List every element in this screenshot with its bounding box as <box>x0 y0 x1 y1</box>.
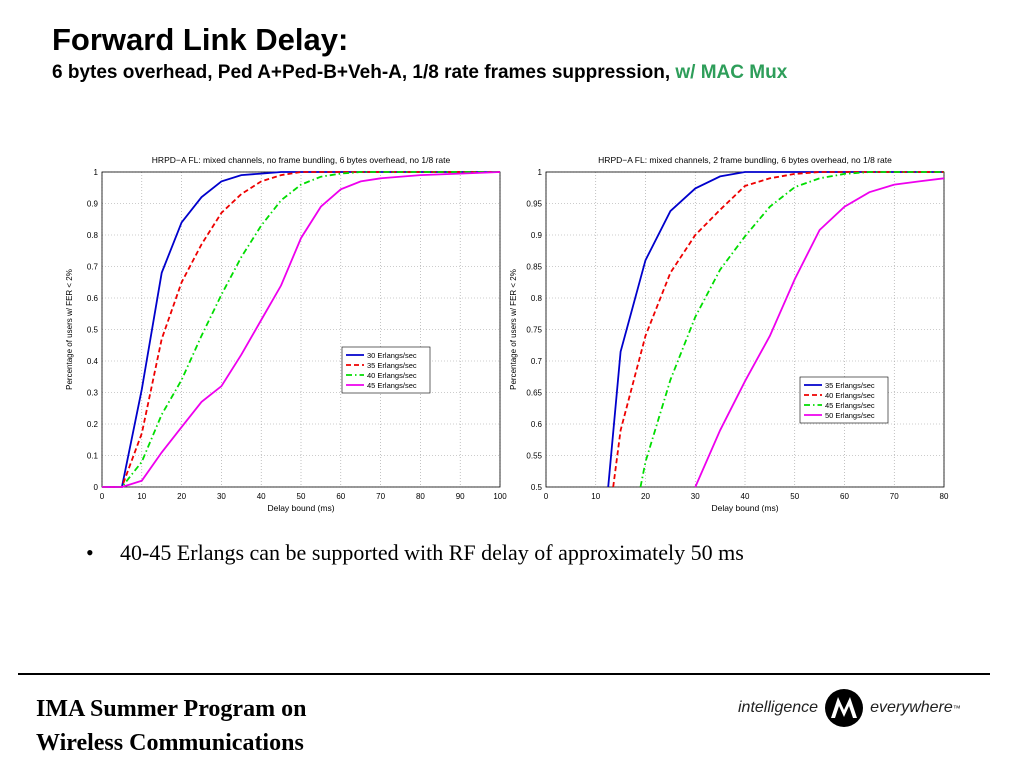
y-tick-label: 0.6 <box>531 420 543 429</box>
x-tick-label: 30 <box>691 492 700 501</box>
series-line-1 <box>607 171 944 488</box>
y-tick-label: 0.55 <box>526 452 542 461</box>
chart-left: HRPD−A FL: mixed channels, no frame bund… <box>62 150 510 515</box>
y-tick-label: 0.8 <box>531 294 543 303</box>
x-tick-label: 50 <box>297 492 306 501</box>
logo-text-left: intelligence <box>738 699 819 716</box>
y-tick-label: 0.6 <box>87 294 99 303</box>
subtitle-main: 6 bytes overhead, Ped A+Ped-B+Veh-A, 1/8… <box>52 62 676 83</box>
chart-left-svg: HRPD−A FL: mixed channels, no frame bund… <box>65 155 507 513</box>
y-tick-label: 0.75 <box>526 326 542 335</box>
x-tick-label: 10 <box>137 492 146 501</box>
logo-text-right: everywhere <box>870 699 953 716</box>
y-tick-label: 0.95 <box>526 200 542 209</box>
series-line-3 <box>639 171 944 488</box>
y-tick-label: 0.85 <box>526 263 542 272</box>
x-axis-label: Delay bound (ms) <box>711 503 778 513</box>
motorola-logo: intelligence everywhere ™ <box>738 686 961 730</box>
x-tick-label: 70 <box>376 492 385 501</box>
series-line-2 <box>102 171 500 488</box>
x-tick-label: 20 <box>641 492 650 501</box>
legend-label: 45 Erlangs/sec <box>825 401 875 410</box>
footer-line-1: IMA Summer Program on <box>36 696 307 722</box>
y-tick-label: 0.4 <box>87 357 99 366</box>
bullet-text: 40-45 Erlangs can be supported with RF d… <box>120 540 744 565</box>
y-tick-label: 0.9 <box>531 231 543 240</box>
x-tick-label: 40 <box>741 492 750 501</box>
x-tick-label: 80 <box>940 492 949 501</box>
y-tick-label: 0.65 <box>526 389 542 398</box>
legend-label: 50 Erlangs/sec <box>825 411 875 420</box>
y-axis-label: Percentage of users w/ FER < 2% <box>509 269 518 390</box>
bullet-item: • 40-45 Erlangs can be supported with RF … <box>86 540 744 566</box>
y-tick-label: 0.1 <box>87 452 99 461</box>
series-line-4 <box>102 171 501 488</box>
series-line-1 <box>102 171 500 488</box>
legend-label: 35 Erlangs/sec <box>367 361 417 370</box>
x-tick-label: 40 <box>257 492 266 501</box>
legend-label: 40 Erlangs/sec <box>367 371 417 380</box>
y-tick-label: 0.3 <box>87 389 99 398</box>
y-tick-label: 0.9 <box>87 200 99 209</box>
footer-divider <box>18 673 990 675</box>
x-tick-label: 100 <box>493 492 507 501</box>
y-tick-label: 0.5 <box>531 483 543 492</box>
x-tick-label: 90 <box>456 492 465 501</box>
footer-program-name: IMA Summer Program on Wireless Communica… <box>36 692 306 760</box>
x-axis-label: Delay bound (ms) <box>267 503 334 513</box>
legend-label: 45 Erlangs/sec <box>367 381 417 390</box>
legend-label: 40 Erlangs/sec <box>825 391 875 400</box>
footer-line-2: Wireless Communications <box>36 730 304 756</box>
chart-right: HRPD−A FL: mixed channels, 2 frame bundl… <box>506 150 954 515</box>
series-line-4 <box>694 177 945 488</box>
x-tick-label: 0 <box>100 492 105 501</box>
slide-subtitle: 6 bytes overhead, Ped A+Ped-B+Veh-A, 1/8… <box>52 62 787 84</box>
y-axis-label: Percentage of users w/ FER < 2% <box>65 269 74 390</box>
bullet-dot: • <box>86 540 94 565</box>
chart-right-svg: HRPD−A FL: mixed channels, 2 frame bundl… <box>509 155 949 513</box>
x-tick-label: 0 <box>544 492 549 501</box>
slide-title: Forward Link Delay: <box>52 22 349 57</box>
chart-title: HRPD−A FL: mixed channels, no frame bund… <box>152 155 451 165</box>
y-tick-label: 0.7 <box>531 357 543 366</box>
chart-title: HRPD−A FL: mixed channels, 2 frame bundl… <box>598 155 892 165</box>
y-tick-label: 0.8 <box>87 231 99 240</box>
x-tick-label: 50 <box>790 492 799 501</box>
logo-trademark: ™ <box>952 703 961 713</box>
y-tick-label: 0.2 <box>87 420 99 429</box>
legend-label: 30 Erlangs/sec <box>367 351 417 360</box>
y-tick-label: 0.7 <box>87 263 99 272</box>
x-tick-label: 20 <box>177 492 186 501</box>
y-tick-label: 1 <box>538 168 543 177</box>
subtitle-accent: w/ MAC Mux <box>675 62 788 83</box>
series-line-3 <box>102 171 500 488</box>
x-tick-label: 30 <box>217 492 226 501</box>
x-tick-label: 70 <box>890 492 899 501</box>
motorola-batwing-icon <box>825 689 864 727</box>
legend-label: 35 Erlangs/sec <box>825 381 875 390</box>
y-tick-label: 0 <box>94 483 99 492</box>
x-tick-label: 80 <box>416 492 425 501</box>
y-tick-label: 0.5 <box>87 326 99 335</box>
series-line-2 <box>612 171 944 488</box>
y-tick-label: 1 <box>94 168 99 177</box>
x-tick-label: 10 <box>591 492 600 501</box>
x-tick-label: 60 <box>840 492 849 501</box>
x-tick-label: 60 <box>336 492 345 501</box>
